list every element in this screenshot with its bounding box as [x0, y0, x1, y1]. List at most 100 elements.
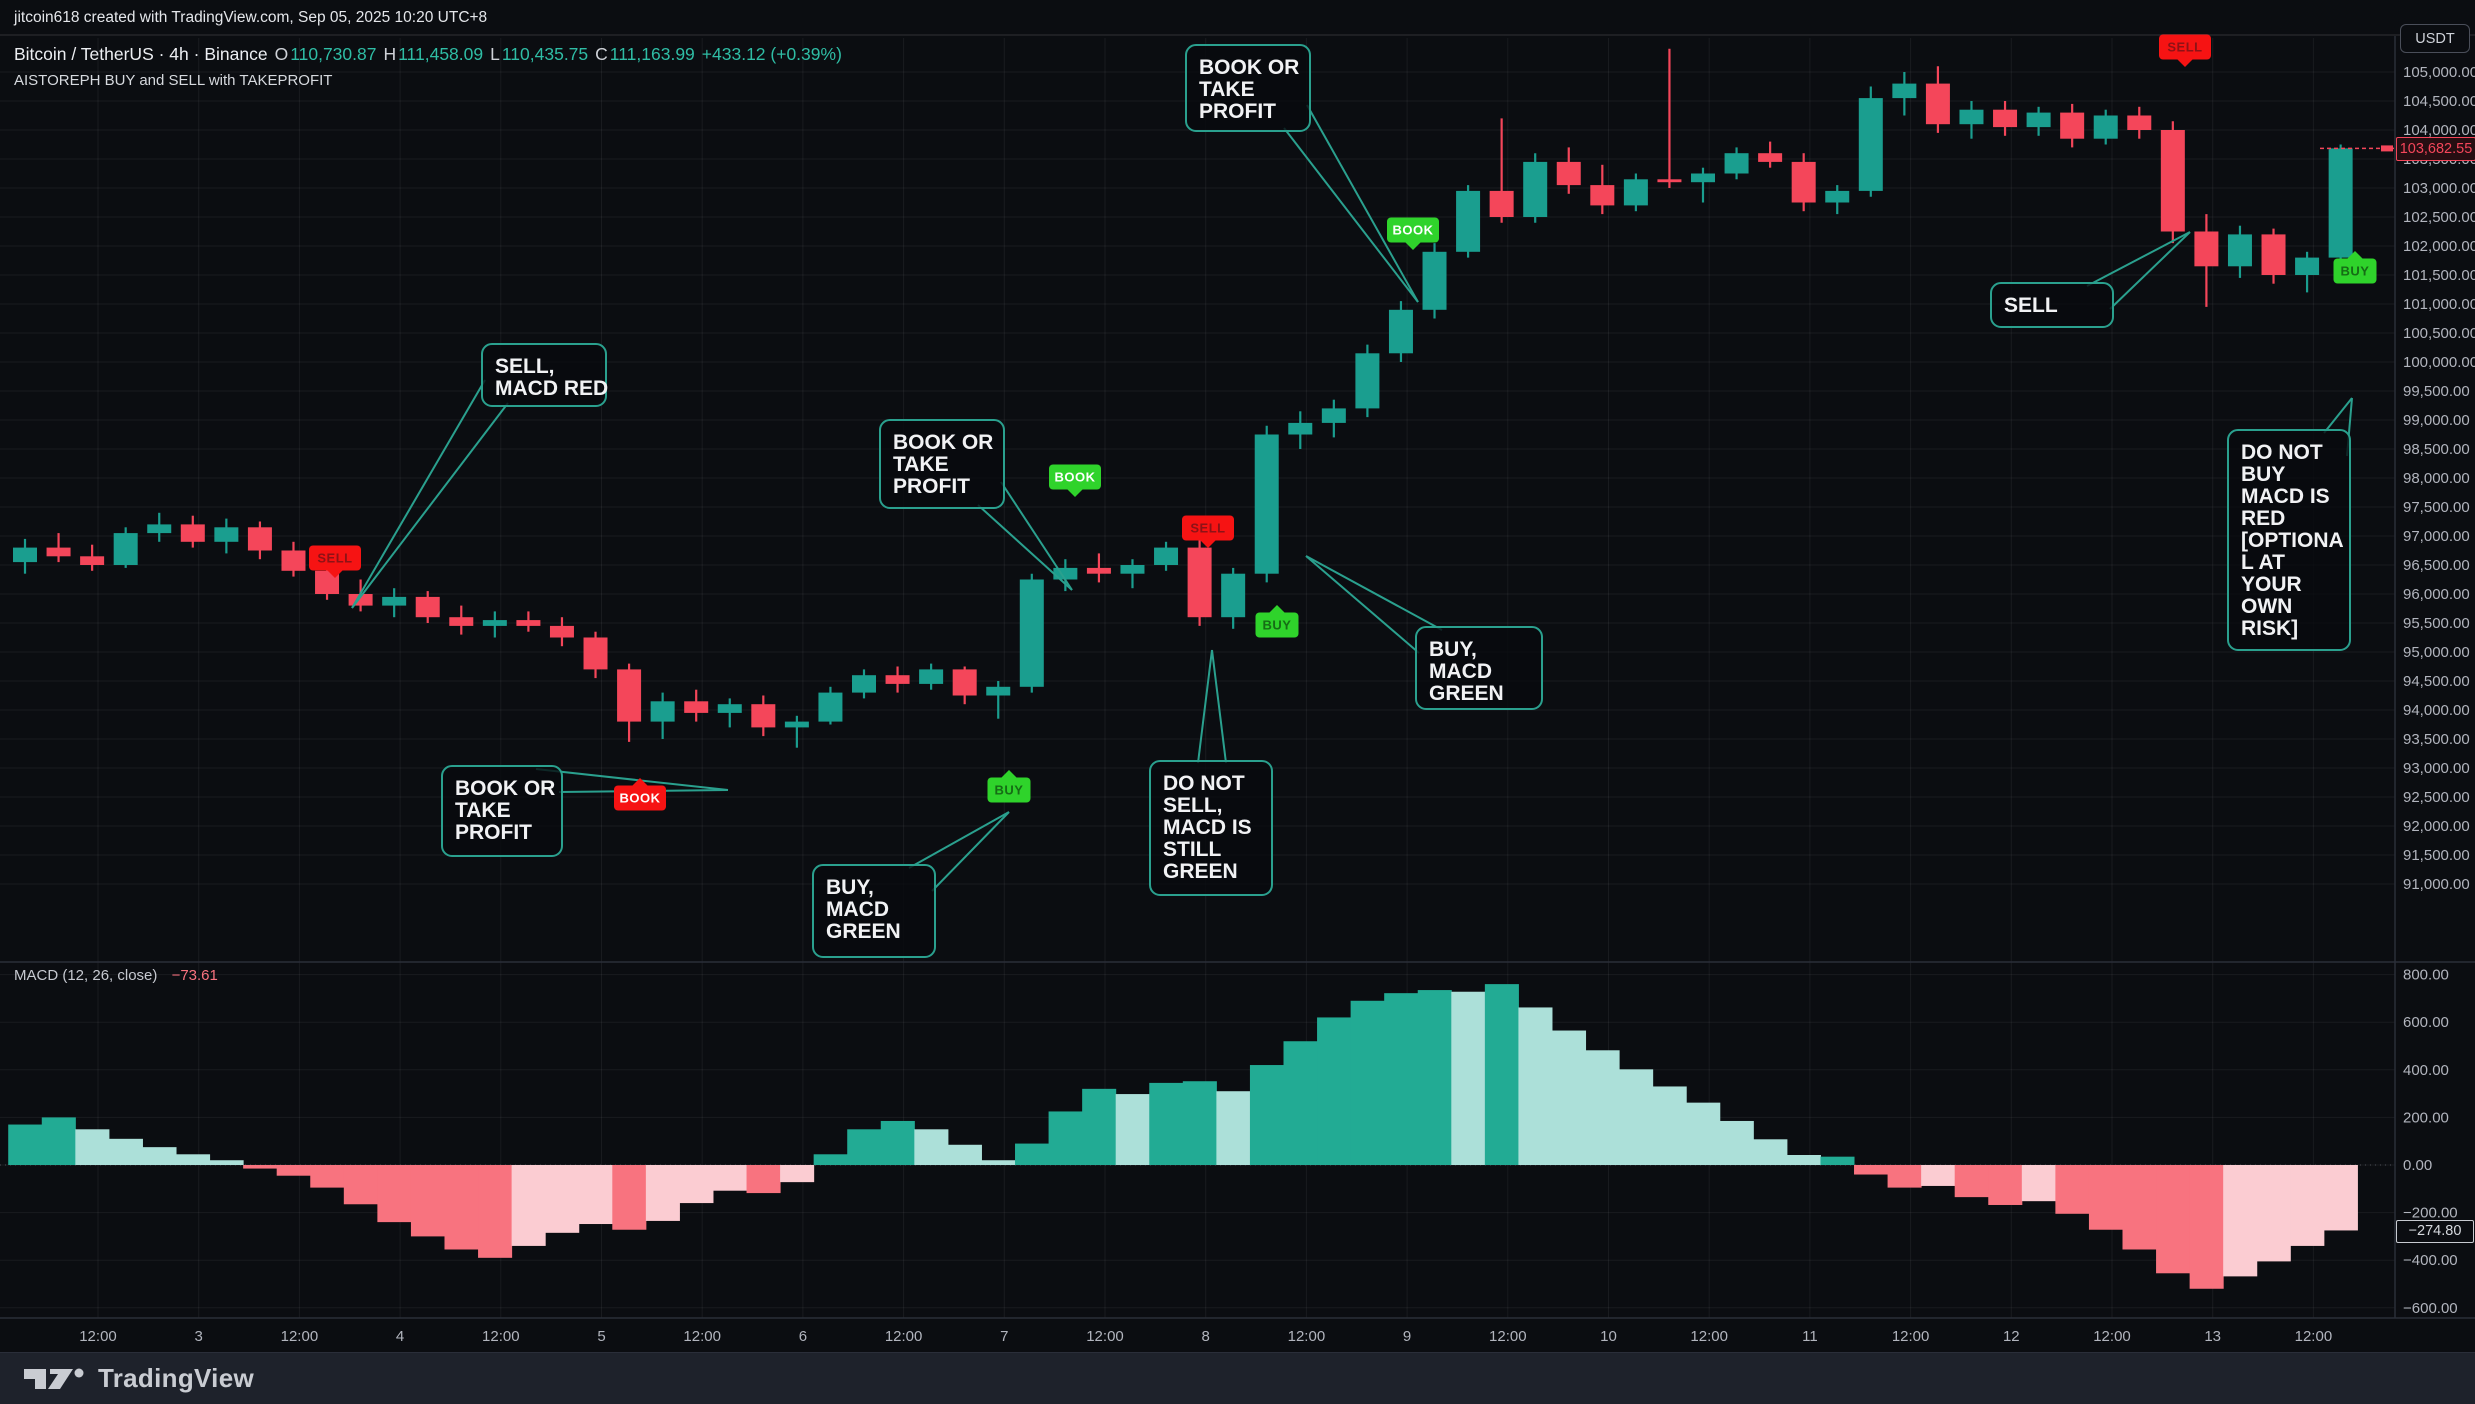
- svg-text:9: 9: [1403, 1328, 1411, 1345]
- indicator-legend-row[interactable]: AISTOREPH BUY and SELL with TAKEPROFIT: [14, 72, 333, 89]
- callout-sell-macd-red[interactable]: SELL,MACD RED: [351, 343, 608, 609]
- svg-text:BUY: BUY: [2241, 463, 2285, 486]
- book-badge[interactable]: BOOK: [1049, 464, 1101, 498]
- callout-sell-right[interactable]: SELL: [1990, 231, 2191, 328]
- svg-text:12:00: 12:00: [683, 1328, 721, 1345]
- svg-text:TAKE: TAKE: [893, 453, 949, 476]
- svg-text:−600.00: −600.00: [2403, 1300, 2458, 1317]
- svg-text:BUY: BUY: [1263, 618, 1292, 633]
- sell-badge[interactable]: SELL: [309, 545, 361, 579]
- svg-text:BUY: BUY: [995, 783, 1024, 798]
- svg-text:OWN: OWN: [2241, 595, 2292, 618]
- macd-legend-value: −73.61: [171, 967, 218, 984]
- svg-text:95,000.00: 95,000.00: [2403, 644, 2470, 661]
- svg-text:92,000.00: 92,000.00: [2403, 818, 2470, 835]
- macd-histogram: [8, 984, 2358, 1289]
- svg-text:100,500.00: 100,500.00: [2403, 325, 2475, 342]
- macd-legend-row[interactable]: MACD (12, 26, close) −73.61: [14, 967, 218, 984]
- currency-toggle-button[interactable]: USDT: [2400, 24, 2470, 53]
- svg-text:7: 7: [1000, 1328, 1008, 1345]
- svg-text:PROFIT: PROFIT: [455, 821, 532, 844]
- svg-text:12: 12: [2003, 1328, 2020, 1345]
- svg-text:SELL,: SELL,: [495, 355, 555, 378]
- svg-text:BOOK OR: BOOK OR: [893, 431, 993, 454]
- svg-text:RED: RED: [2241, 507, 2285, 530]
- svg-text:TAKE: TAKE: [455, 799, 511, 822]
- svg-text:102,500.00: 102,500.00: [2403, 209, 2475, 226]
- svg-text:101,500.00: 101,500.00: [2403, 267, 2475, 284]
- svg-text:97,500.00: 97,500.00: [2403, 499, 2470, 516]
- svg-text:12:00: 12:00: [2295, 1328, 2333, 1345]
- footer-bar: TradingView: [0, 1352, 2475, 1404]
- svg-text:GREEN: GREEN: [1163, 860, 1238, 883]
- change-value: +433.12 (+0.39%): [701, 44, 842, 64]
- svg-text:12:00: 12:00: [1288, 1328, 1326, 1345]
- svg-text:12:00: 12:00: [885, 1328, 923, 1345]
- time-axis[interactable]: 12:00 3 12:00 4 12:00 5 12:00 6 12:00 7 12:00 8 12:0…: [79, 1328, 2332, 1345]
- svg-text:102,000.00: 102,000.00: [2403, 238, 2475, 255]
- svg-text:94,500.00: 94,500.00: [2403, 673, 2470, 690]
- chart-legend: Bitcoin / TetherUS · 4h · Binance O 110,7…: [14, 44, 842, 89]
- svg-text:YOUR: YOUR: [2241, 573, 2302, 596]
- sell-badge[interactable]: SELL: [1182, 515, 1234, 549]
- svg-text:12:00: 12:00: [281, 1328, 319, 1345]
- svg-text:200.00: 200.00: [2403, 1109, 2449, 1126]
- svg-text:MACD: MACD: [826, 898, 889, 921]
- svg-text:104,000.00: 104,000.00: [2403, 122, 2475, 139]
- candlesticks: [13, 48, 2353, 748]
- svg-text:93,000.00: 93,000.00: [2403, 760, 2470, 777]
- last-price-line: [2320, 145, 2395, 152]
- buy-badge[interactable]: BUY: [2333, 251, 2377, 284]
- svg-text:91,000.00: 91,000.00: [2403, 876, 2470, 893]
- last-price-label[interactable]: 103,682.55: [2396, 137, 2475, 162]
- ohlc-close-value: 111,163.99: [609, 44, 695, 64]
- svg-text:BOOK: BOOK: [1055, 470, 1096, 485]
- svg-text:0.00: 0.00: [2403, 1157, 2432, 1174]
- svg-text:L AT: L AT: [2241, 551, 2285, 574]
- svg-text:91,500.00: 91,500.00: [2403, 847, 2470, 864]
- signal-badges: SELL BOOK BUY BOOK SELL BUY BOOK SELL BUY: [309, 34, 2377, 811]
- svg-text:13: 13: [2204, 1328, 2221, 1345]
- svg-text:BOOK OR: BOOK OR: [1199, 56, 1299, 79]
- symbol-title[interactable]: Bitcoin / TetherUS · 4h · Binance: [14, 44, 268, 64]
- pane-separators[interactable]: [0, 35, 2475, 1319]
- attribution-text: jitcoin618 created with TradingView.com,…: [14, 9, 488, 26]
- ohlc-high-label: H: [383, 44, 397, 64]
- svg-text:95,500.00: 95,500.00: [2403, 615, 2470, 632]
- svg-text:99,000.00: 99,000.00: [2403, 412, 2470, 429]
- svg-text:TAKE: TAKE: [1199, 78, 1255, 101]
- svg-text:12:00: 12:00: [1690, 1328, 1728, 1345]
- svg-text:5: 5: [597, 1328, 605, 1345]
- attribution-bar: jitcoin618 created with TradingView.com,…: [0, 0, 2475, 35]
- sell-badge[interactable]: SELL: [2159, 34, 2211, 68]
- svg-text:BOOK: BOOK: [620, 791, 661, 806]
- svg-text:98,500.00: 98,500.00: [2403, 441, 2470, 458]
- svg-text:−400.00: −400.00: [2403, 1252, 2458, 1269]
- svg-text:12:00: 12:00: [482, 1328, 520, 1345]
- svg-text:SELL: SELL: [2167, 40, 2202, 55]
- buy-badge[interactable]: BUY: [1255, 605, 1299, 638]
- buy-badge[interactable]: BUY: [987, 770, 1031, 803]
- symbol-legend-row[interactable]: Bitcoin / TetherUS · 4h · Binance O 110,7…: [14, 44, 842, 65]
- book-badge[interactable]: BOOK: [1387, 217, 1439, 251]
- book-badge[interactable]: BOOK: [614, 778, 666, 811]
- svg-text:PROFIT: PROFIT: [893, 475, 970, 498]
- svg-text:SELL,: SELL,: [1163, 794, 1223, 817]
- svg-text:11: 11: [1802, 1328, 1818, 1345]
- svg-text:104,500.00: 104,500.00: [2403, 93, 2475, 110]
- tradingview-logo-icon[interactable]: [22, 1362, 86, 1396]
- svg-text:99,500.00: 99,500.00: [2403, 383, 2470, 400]
- tradingview-brand[interactable]: TradingView: [98, 1363, 254, 1393]
- macd-last-value-label: −274.80: [2396, 1219, 2474, 1243]
- ohlc-high-value: 111,458.09: [398, 44, 484, 64]
- price-axis[interactable]: 105,000.00104,500.00104,000.00103,500.00…: [2403, 64, 2475, 1317]
